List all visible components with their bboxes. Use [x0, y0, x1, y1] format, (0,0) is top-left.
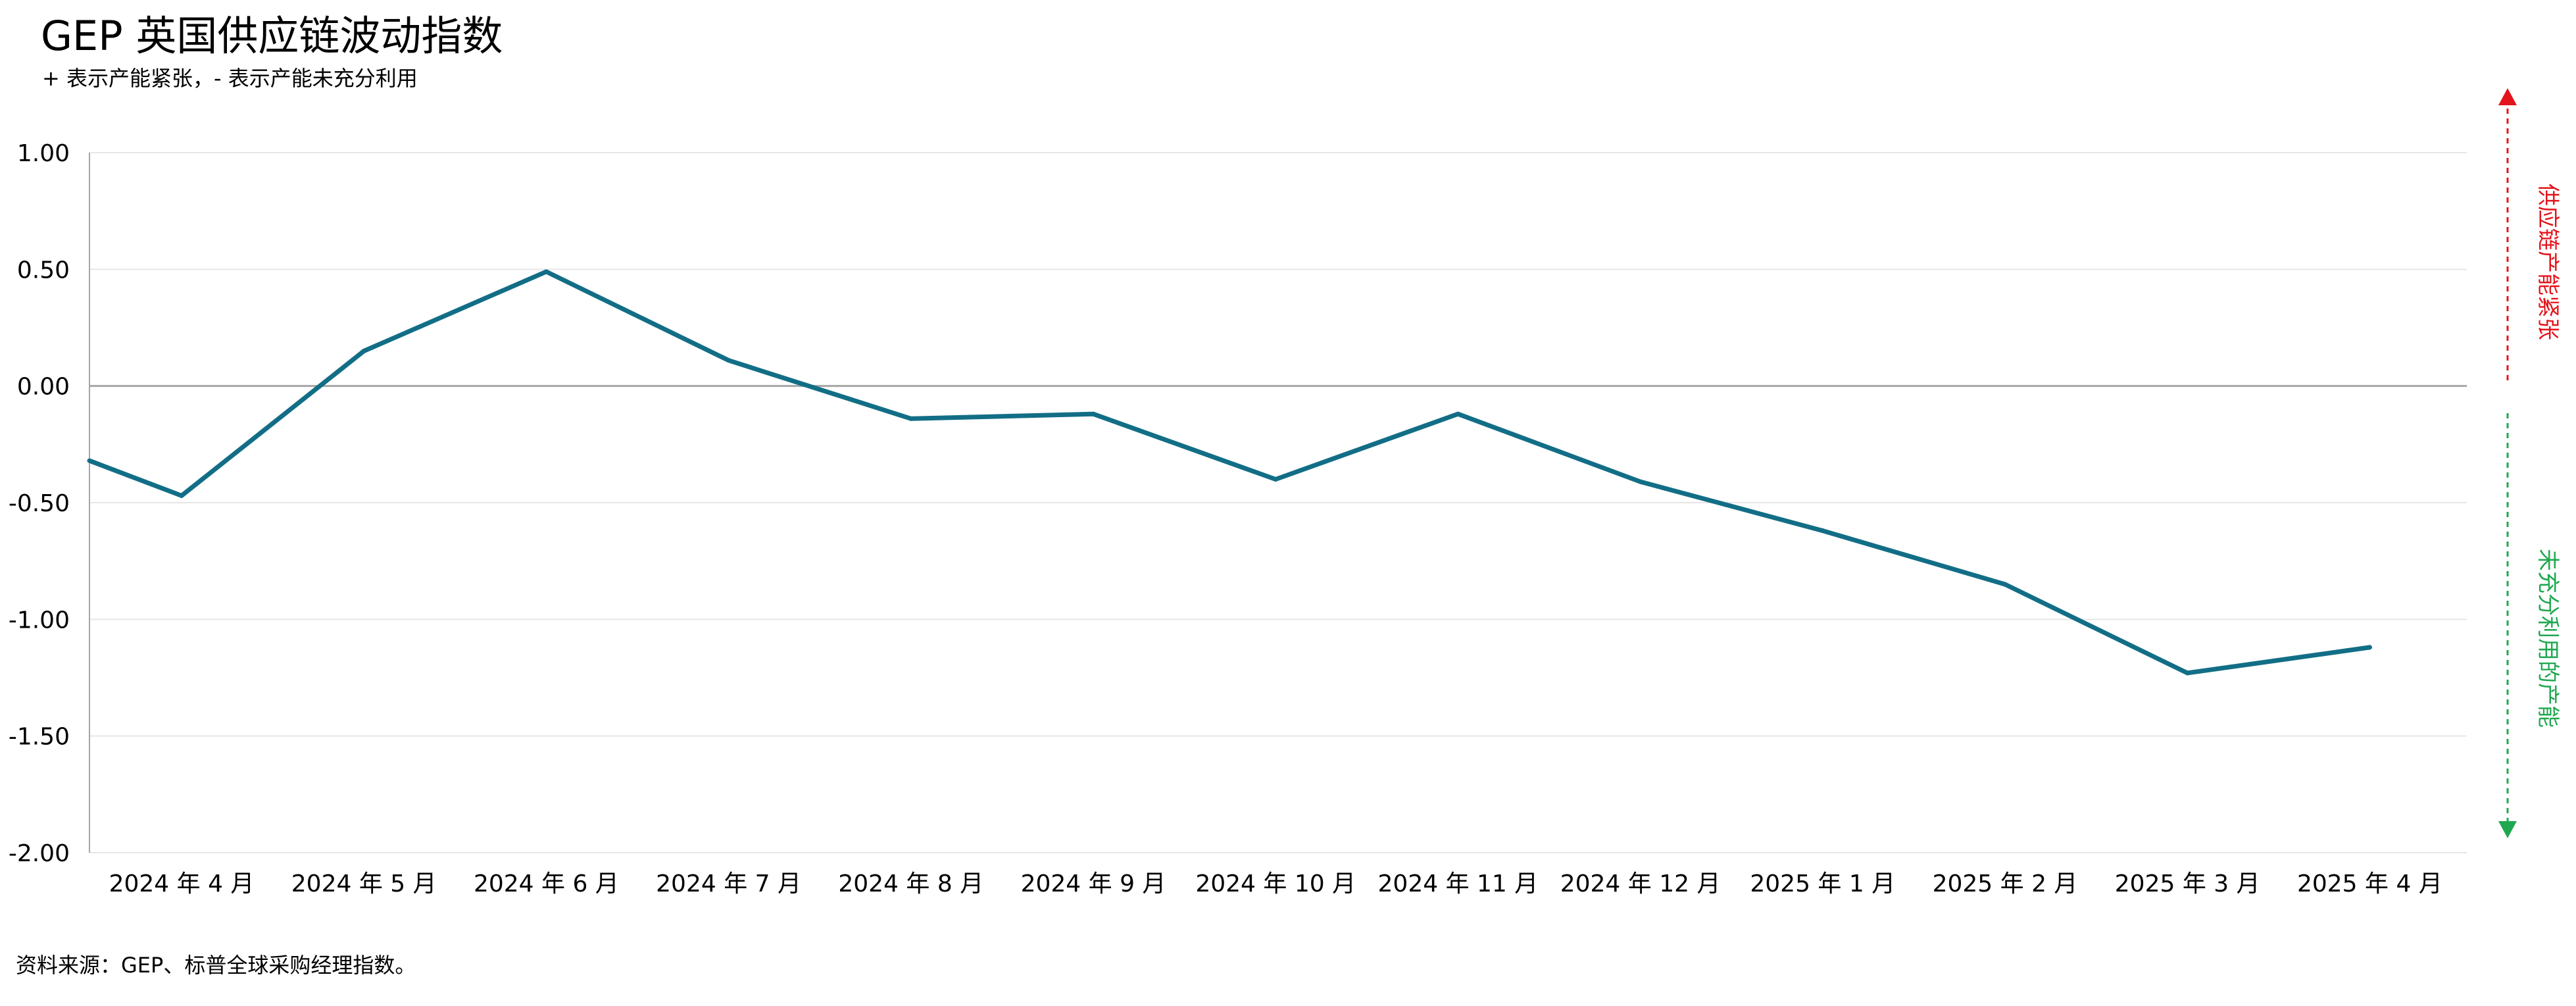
data-point — [1638, 479, 1643, 484]
x-tick-label: 2025 年 2 月 — [1933, 870, 2078, 897]
data-point — [1820, 528, 1825, 534]
x-tick-label: 2024 年 9 月 — [1021, 870, 1166, 897]
y-tick-label: -0.50 — [9, 490, 70, 517]
data-point — [1455, 411, 1460, 416]
x-tick-label: 2025 年 4 月 — [2297, 870, 2442, 897]
x-tick-label: 2024 年 5 月 — [291, 870, 437, 897]
data-point — [2367, 645, 2372, 650]
spare-arrow-head — [2498, 821, 2517, 838]
spare-capacity-label: 未充分利用的产能 — [2535, 549, 2561, 728]
x-tick-label: 2025 年 3 月 — [2115, 870, 2260, 897]
y-tick-label: -1.00 — [9, 607, 70, 634]
source-note: 资料来源：GEP、标普全球采购经理指数。 — [16, 953, 416, 978]
x-tick-label: 2024 年 11 月 — [1378, 870, 1539, 897]
y-tick-labels: 1.00 0.50 0.00 -0.50 -1.00 -1.50 -2.00 — [9, 140, 70, 867]
y-tick-label: -1.50 — [9, 724, 70, 751]
tight-capacity-label: 供应链产能紧张 — [2535, 184, 2561, 340]
y-tick-label: 0.00 — [17, 374, 70, 401]
tight-arrow-head — [2498, 88, 2517, 105]
y-tick-label: 1.00 — [17, 140, 70, 167]
chart-title: GEP 英国供应链波动指数 — [41, 12, 503, 60]
y-tick-label: 0.50 — [17, 257, 70, 284]
y-tick-label: -2.00 — [9, 840, 70, 867]
gridlines — [89, 152, 2467, 853]
data-point — [543, 269, 549, 274]
x-tick-label: 2025 年 1 月 — [1750, 870, 1895, 897]
chart-subtitle: + 表示产能紧张，- 表示产能未充分利用 — [42, 66, 418, 91]
data-point — [1091, 411, 1096, 416]
data-point — [2185, 670, 2190, 676]
series-layer — [87, 269, 2372, 676]
x-tick-labels: 2024 年 4 月 2024 年 5 月 2024 年 6 月 2024 年 7 月… — [109, 870, 2442, 897]
side-annotations: 供应链产能紧张 未充分利用的产能 — [2498, 88, 2561, 838]
series-line — [87, 269, 2372, 676]
data-point — [726, 358, 731, 363]
data-point — [1273, 477, 1278, 482]
x-tick-label: 2024 年 4 月 — [109, 870, 255, 897]
data-point — [179, 493, 184, 498]
data-point — [908, 416, 914, 421]
data-point — [2002, 582, 2008, 587]
x-tick-label: 2024 年 12 月 — [1560, 870, 1721, 897]
x-tick-label: 2024 年 7 月 — [656, 870, 801, 897]
data-point — [361, 348, 366, 353]
x-tick-label: 2024 年 10 月 — [1195, 870, 1356, 897]
x-tick-label: 2024 年 6 月 — [474, 870, 619, 897]
x-tick-label: 2024 年 8 月 — [838, 870, 983, 897]
